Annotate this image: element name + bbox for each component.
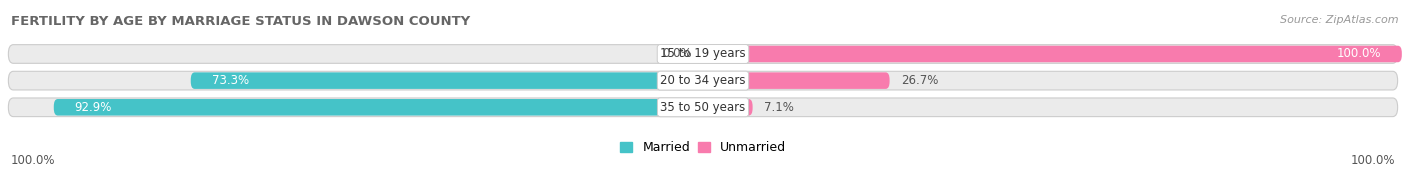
FancyBboxPatch shape <box>191 72 703 89</box>
Text: Source: ZipAtlas.com: Source: ZipAtlas.com <box>1281 15 1399 25</box>
Text: 92.9%: 92.9% <box>75 101 112 114</box>
Text: 0.0%: 0.0% <box>662 47 692 61</box>
Text: FERTILITY BY AGE BY MARRIAGE STATUS IN DAWSON COUNTY: FERTILITY BY AGE BY MARRIAGE STATUS IN D… <box>11 15 471 28</box>
FancyBboxPatch shape <box>703 99 752 116</box>
Legend: Married, Unmarried: Married, Unmarried <box>614 136 792 159</box>
FancyBboxPatch shape <box>53 99 703 116</box>
Text: 73.3%: 73.3% <box>212 74 249 87</box>
Text: 35 to 50 years: 35 to 50 years <box>661 101 745 114</box>
FancyBboxPatch shape <box>703 46 1402 62</box>
FancyBboxPatch shape <box>8 45 1398 63</box>
FancyBboxPatch shape <box>703 72 890 89</box>
Text: 15 to 19 years: 15 to 19 years <box>661 47 745 61</box>
FancyBboxPatch shape <box>8 98 1398 117</box>
FancyBboxPatch shape <box>8 71 1398 90</box>
Text: 20 to 34 years: 20 to 34 years <box>661 74 745 87</box>
Text: 7.1%: 7.1% <box>763 101 793 114</box>
Text: 100.0%: 100.0% <box>1336 47 1381 61</box>
Text: 100.0%: 100.0% <box>1350 153 1395 167</box>
Text: 26.7%: 26.7% <box>901 74 938 87</box>
Text: 100.0%: 100.0% <box>11 153 56 167</box>
